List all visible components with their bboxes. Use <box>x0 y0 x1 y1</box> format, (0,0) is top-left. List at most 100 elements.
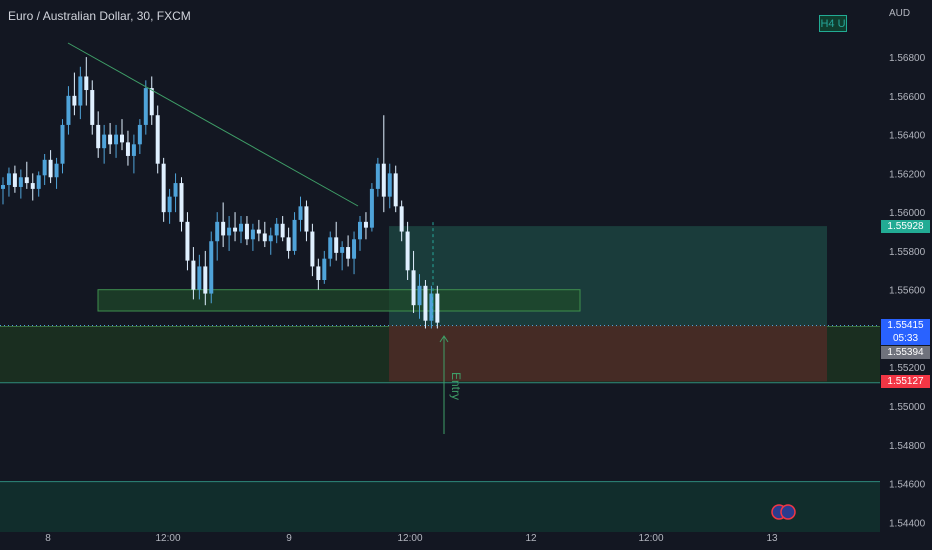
lower-demand-zone <box>0 481 880 532</box>
candle-body <box>417 285 422 306</box>
bar-countdown: 05:33 <box>892 332 919 344</box>
candle-body <box>358 221 362 240</box>
candle-body <box>239 223 243 232</box>
last-price-value: 1.55415 <box>887 319 924 331</box>
candle-body <box>108 134 113 145</box>
candle-body <box>197 266 202 290</box>
y-tick-label: 1.56000 <box>889 208 926 219</box>
candle-body <box>411 270 416 306</box>
candle-body <box>286 237 291 251</box>
consolidation-box <box>97 289 581 312</box>
candlestick-series <box>1 57 440 329</box>
candle-body <box>114 134 119 145</box>
candle-body <box>30 183 35 189</box>
candle-body <box>96 124 101 149</box>
candle-body <box>1 185 5 189</box>
y-tick-label: 1.55600 <box>889 286 926 297</box>
symbol-title: Euro / Australian Dollar, 30, FXCM <box>8 9 191 23</box>
candle-body <box>268 235 273 242</box>
candle-body <box>84 76 89 91</box>
candle-body <box>6 173 11 186</box>
candle-body <box>310 231 315 267</box>
y-tick-label: 1.54600 <box>889 480 926 491</box>
x-tick-label: 12:00 <box>638 533 663 544</box>
entry-label: Entry <box>449 372 463 400</box>
candle-body <box>215 221 220 242</box>
candle-body <box>48 159 53 178</box>
candle-body <box>405 231 410 271</box>
candle-body <box>375 163 380 189</box>
y-tick-label: 1.54400 <box>889 518 926 529</box>
candle-body <box>274 223 279 236</box>
stop-price-label: 1.55127 <box>881 374 930 388</box>
x-tick-label: 9 <box>286 533 292 544</box>
candle-body <box>24 177 29 184</box>
candle-body <box>54 163 59 178</box>
candle-body <box>221 221 226 236</box>
target-price-label: 1.55928 <box>881 219 930 233</box>
candle-body <box>381 163 386 197</box>
candle-body <box>203 266 208 294</box>
candle-body <box>328 237 333 259</box>
candle-body <box>429 293 434 321</box>
candle-body <box>125 142 130 156</box>
candle-body <box>340 247 345 253</box>
candle-body <box>137 124 142 145</box>
candle-body <box>292 219 297 251</box>
candle-body <box>262 233 267 242</box>
candle-body <box>423 285 428 321</box>
candle-body <box>352 239 357 259</box>
candle-body <box>316 266 321 280</box>
y-tick-label: 1.56600 <box>889 92 926 103</box>
y-tick-label: 1.56400 <box>889 131 926 142</box>
candle-body <box>399 206 404 232</box>
candle-body <box>191 260 196 290</box>
currency-label: AUD <box>889 8 911 19</box>
candle-body <box>250 229 255 240</box>
candle-body <box>322 258 327 280</box>
y-tick-label: 1.56200 <box>889 169 926 180</box>
last-price-label: 1.55415 05:33 <box>881 318 930 345</box>
candle-body <box>161 163 166 213</box>
candle-body <box>131 144 136 156</box>
x-tick-label: 12 <box>525 533 537 544</box>
x-tick-label: 8 <box>45 533 51 544</box>
candle-body <box>149 88 154 116</box>
y-tick-label: 1.55200 <box>889 363 926 374</box>
candle-body <box>102 134 107 149</box>
candle-body <box>304 206 309 232</box>
news-flag-icon <box>780 504 796 520</box>
candle-body <box>334 237 339 253</box>
candle-body <box>369 188 374 228</box>
candle-body <box>179 183 184 222</box>
candle-body <box>78 76 83 106</box>
candle-body <box>435 293 440 323</box>
x-tick-label: 13 <box>766 533 778 544</box>
timeframe-badge[interactable]: H4 U <box>819 15 847 32</box>
grey-price-label: 1.55394 <box>881 345 930 359</box>
candle-body <box>363 221 368 228</box>
y-tick-label: 1.55000 <box>889 402 926 413</box>
candle-body <box>256 229 261 234</box>
candle-body <box>12 173 17 187</box>
candle-body <box>36 175 41 189</box>
entry-arrow-head <box>439 335 449 343</box>
candle-body <box>42 159 47 176</box>
candle-body <box>167 196 172 213</box>
candle-body <box>298 206 303 220</box>
y-tick-label: 1.55800 <box>889 247 926 258</box>
candle-body <box>143 88 148 125</box>
x-tick-label: 12:00 <box>155 533 180 544</box>
trendline <box>67 42 359 207</box>
candle-body <box>72 95 77 106</box>
stop-loss-zone <box>389 325 827 382</box>
candle-body <box>155 115 160 164</box>
candle-body <box>90 90 95 125</box>
candle-body <box>66 95 71 125</box>
y-tick-label: 1.56800 <box>889 53 926 64</box>
candle-body <box>233 227 238 232</box>
candle-body <box>185 221 190 261</box>
candle-body <box>173 183 178 197</box>
candle-body <box>18 177 23 187</box>
